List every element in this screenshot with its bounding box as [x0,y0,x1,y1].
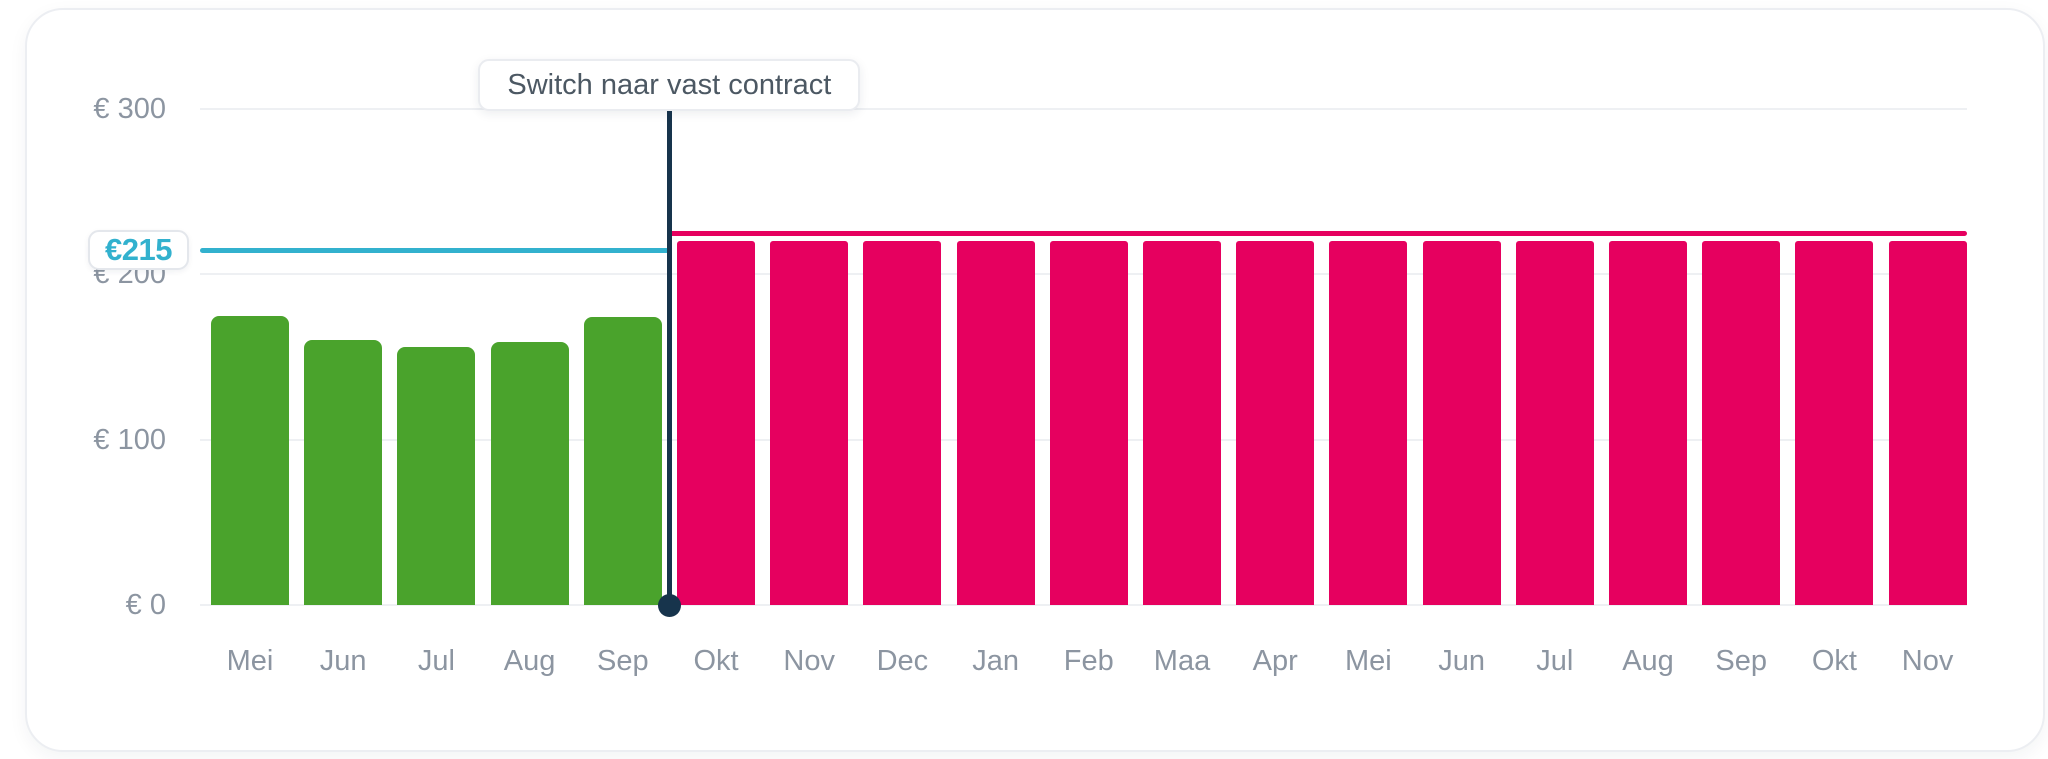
bar-10-maa [1143,241,1221,605]
x-tick-label-5-okt: Okt [693,645,739,677]
bar-8-jan [956,241,1035,605]
x-tick-label-17-okt: Okt [1811,645,1857,677]
x-tick-label-15-aug: Aug [1622,645,1674,677]
gridline-0 [200,604,1967,606]
bar-0-mei [211,315,289,605]
bar-18-nov [1888,241,1967,605]
bar-2-jul [397,347,476,605]
bar-12-mei [1329,241,1408,605]
bar-16-sep [1702,241,1781,605]
reference-price-label: €215 [105,231,172,267]
bar-4-sep [583,317,662,605]
y-tick-label-100: € 100 [93,423,166,456]
x-tick-label-7-dec: Dec [876,645,929,677]
y-tick-label-0: € 0 [125,589,166,621]
x-tick-label-0-mei: Mei [226,645,274,677]
x-tick-label-1-jun: Jun [319,645,367,677]
annotation-dot [658,594,682,617]
chart-card: Switch naar vast contract €215 € 0 € 100 €… [25,8,2045,752]
gridline-300 [200,108,1967,110]
reference-price-line [200,247,670,253]
x-tick-label-14-jul: Jul [1536,645,1574,677]
bar-6-nov [770,241,849,605]
x-tick-label-11-apr: Apr [1252,645,1298,677]
bar-14-jul [1515,241,1594,605]
x-tick-label-3-aug: Aug [503,645,556,677]
x-tick-label-13-jun: Jun [1438,645,1485,677]
bar-7-dec [863,241,942,605]
projection-cap-line [669,231,1967,236]
x-tick-label-4-sep: Sep [596,645,649,677]
bar-9-feb [1049,241,1128,605]
x-tick-label-12-mei: Mei [1345,645,1392,677]
bar-15-aug [1609,241,1687,605]
bar-13-jun [1422,241,1501,605]
x-tick-label-18-nov: Nov [1901,645,1954,677]
x-tick-label-9-feb: Feb [1063,645,1114,677]
annotation-tooltip-label: Switch naar vast contract [507,68,832,101]
x-tick-label-2-jul: Jul [417,645,455,677]
bar-1-jun [304,340,383,605]
reference-price-badge: €215 [88,229,189,270]
bar-3-aug [490,342,569,605]
annotation-tooltip: Switch naar vast contract [478,59,861,111]
bar-17-okt [1795,241,1874,605]
bar-11-apr [1236,241,1315,605]
annotation-vertical-line [667,101,673,605]
x-tick-label-10-maa: Maa [1153,645,1211,677]
x-tick-label-8-jan: Jan [972,645,1019,677]
bar-5-okt [677,241,755,605]
x-tick-label-16-sep: Sep [1715,645,1767,677]
y-tick-label-300: € 300 [93,93,166,125]
x-tick-label-6-nov: Nov [783,645,835,677]
